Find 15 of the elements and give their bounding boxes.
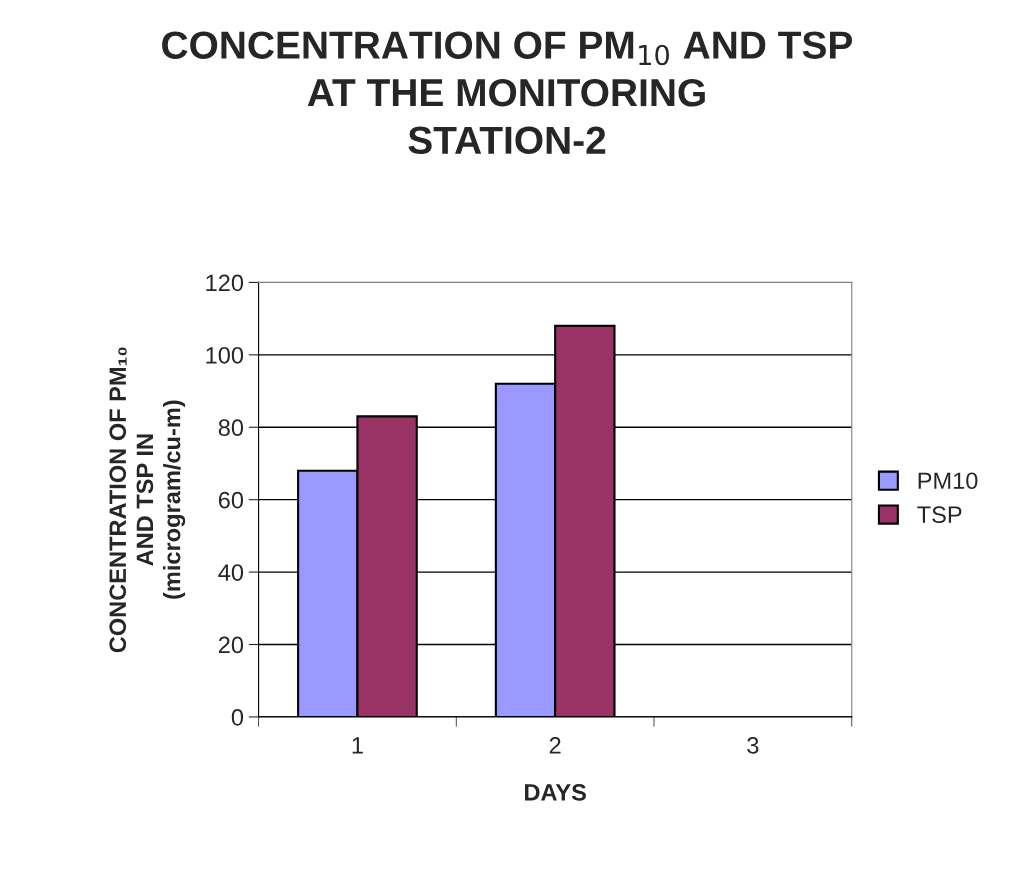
x-tick-label: 1 — [352, 737, 363, 754]
y-axis-title: CONCENTRATION OF PM₁₀ AND TSP IN (microgram/cu-m) — [109, 347, 186, 653]
x-tick-label: 2 — [549, 736, 561, 754]
y-tick-label: 100 — [206, 346, 244, 364]
y-tick-label: 40 — [218, 564, 244, 581]
y-tick-label: 20 — [218, 636, 244, 654]
legend-label: TSP — [917, 506, 962, 524]
x-axis-title: DAYS — [525, 784, 586, 801]
chart-title: CONCENTRATION OF PM$_{10}$ AND TSP AT THE MONITORING STATION-2 — [162, 31, 853, 155]
y-tick-label: 120 — [206, 274, 244, 292]
y-tick-label: 60 — [218, 491, 244, 509]
y-tick-label: 80 — [218, 419, 244, 437]
y-tick-label: 0 — [231, 708, 244, 726]
legend-label: PM10 — [918, 472, 978, 490]
x-tick-label: 3 — [747, 736, 759, 754]
